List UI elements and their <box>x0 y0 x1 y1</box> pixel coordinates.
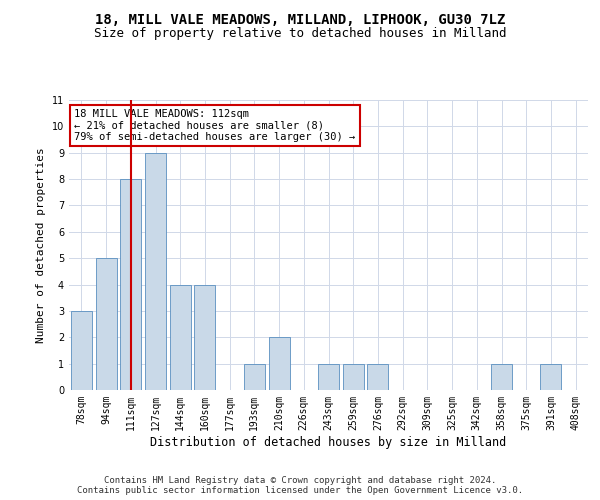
Bar <box>541 364 562 390</box>
Text: 18, MILL VALE MEADOWS, MILLAND, LIPHOOK, GU30 7LZ: 18, MILL VALE MEADOWS, MILLAND, LIPHOOK,… <box>95 12 505 26</box>
Bar <box>194 284 215 390</box>
Bar <box>71 311 92 390</box>
Y-axis label: Number of detached properties: Number of detached properties <box>37 147 46 343</box>
Bar <box>145 152 166 390</box>
Bar <box>95 258 116 390</box>
Bar <box>491 364 512 390</box>
Bar <box>120 179 141 390</box>
Bar <box>318 364 339 390</box>
Bar <box>367 364 388 390</box>
Bar <box>343 364 364 390</box>
X-axis label: Distribution of detached houses by size in Milland: Distribution of detached houses by size … <box>151 436 506 448</box>
Text: 18 MILL VALE MEADOWS: 112sqm
← 21% of detached houses are smaller (8)
79% of sem: 18 MILL VALE MEADOWS: 112sqm ← 21% of de… <box>74 108 355 142</box>
Bar <box>244 364 265 390</box>
Text: Contains HM Land Registry data © Crown copyright and database right 2024.
Contai: Contains HM Land Registry data © Crown c… <box>77 476 523 495</box>
Bar <box>170 284 191 390</box>
Text: Size of property relative to detached houses in Milland: Size of property relative to detached ho… <box>94 28 506 40</box>
Bar <box>269 338 290 390</box>
